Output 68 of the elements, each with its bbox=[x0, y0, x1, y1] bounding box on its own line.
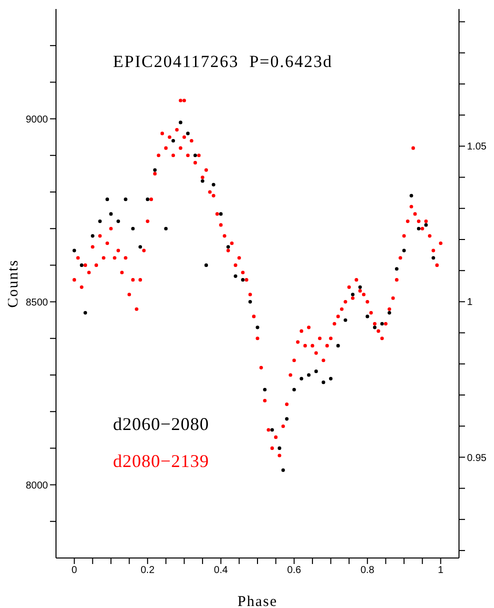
point bbox=[234, 274, 238, 278]
point bbox=[219, 212, 223, 216]
text: EPIC204117263 P=0.6423d bbox=[113, 52, 332, 72]
point bbox=[410, 194, 414, 198]
point bbox=[358, 285, 362, 289]
point bbox=[256, 326, 260, 330]
x-tick-label: 0.6 bbox=[287, 565, 302, 576]
point bbox=[366, 314, 370, 318]
y-tick-label: 8000 bbox=[26, 480, 48, 492]
point bbox=[72, 248, 76, 252]
point bbox=[322, 380, 326, 384]
point bbox=[84, 311, 88, 315]
point bbox=[350, 292, 355, 296]
point bbox=[394, 267, 398, 271]
point bbox=[80, 263, 84, 267]
point bbox=[300, 376, 304, 380]
point bbox=[372, 326, 377, 330]
point bbox=[193, 154, 197, 158]
x-tick-label: 0.4 bbox=[214, 565, 228, 576]
x-tick-label: 1 bbox=[438, 565, 444, 576]
point bbox=[344, 318, 348, 322]
point bbox=[226, 245, 230, 249]
point bbox=[416, 226, 420, 230]
text: d2060−2080 bbox=[113, 413, 210, 436]
point bbox=[432, 256, 436, 260]
point bbox=[90, 234, 94, 238]
y-tick-label: 8500 bbox=[26, 297, 48, 308]
point bbox=[241, 278, 245, 282]
point bbox=[98, 220, 102, 224]
point bbox=[116, 220, 120, 224]
point bbox=[314, 370, 318, 374]
point bbox=[263, 388, 267, 392]
point bbox=[178, 120, 182, 124]
point bbox=[212, 182, 216, 186]
point bbox=[292, 388, 296, 392]
y-tick-label: 9000 bbox=[26, 114, 48, 126]
point bbox=[270, 428, 274, 432]
point bbox=[153, 168, 157, 172]
point bbox=[106, 198, 110, 202]
text: d2080−2139 bbox=[113, 450, 210, 473]
point bbox=[164, 226, 168, 230]
point bbox=[285, 417, 289, 421]
point bbox=[248, 300, 252, 304]
point bbox=[138, 245, 142, 249]
point bbox=[171, 138, 176, 143]
point bbox=[328, 376, 333, 380]
x-axis-title: Phase bbox=[238, 594, 278, 608]
point bbox=[424, 223, 428, 227]
point bbox=[380, 322, 384, 326]
point bbox=[109, 212, 113, 216]
point bbox=[278, 446, 282, 450]
point bbox=[402, 248, 406, 252]
point bbox=[124, 198, 128, 202]
x-tick-label: 0.8 bbox=[360, 565, 375, 576]
x-tick-label: 0 bbox=[72, 565, 78, 576]
point bbox=[200, 179, 204, 183]
y2-tick-label: 1.05 bbox=[467, 142, 487, 153]
x-tick-label: 0.2 bbox=[140, 565, 155, 576]
point bbox=[204, 263, 208, 267]
point bbox=[146, 198, 150, 202]
y2-tick-label: 1 bbox=[467, 297, 473, 308]
y2-tick-label: 0.95 bbox=[467, 452, 487, 464]
point bbox=[336, 344, 340, 348]
point bbox=[186, 132, 190, 136]
point bbox=[131, 226, 135, 230]
point bbox=[281, 468, 285, 472]
point bbox=[307, 373, 311, 377]
point bbox=[388, 311, 392, 315]
